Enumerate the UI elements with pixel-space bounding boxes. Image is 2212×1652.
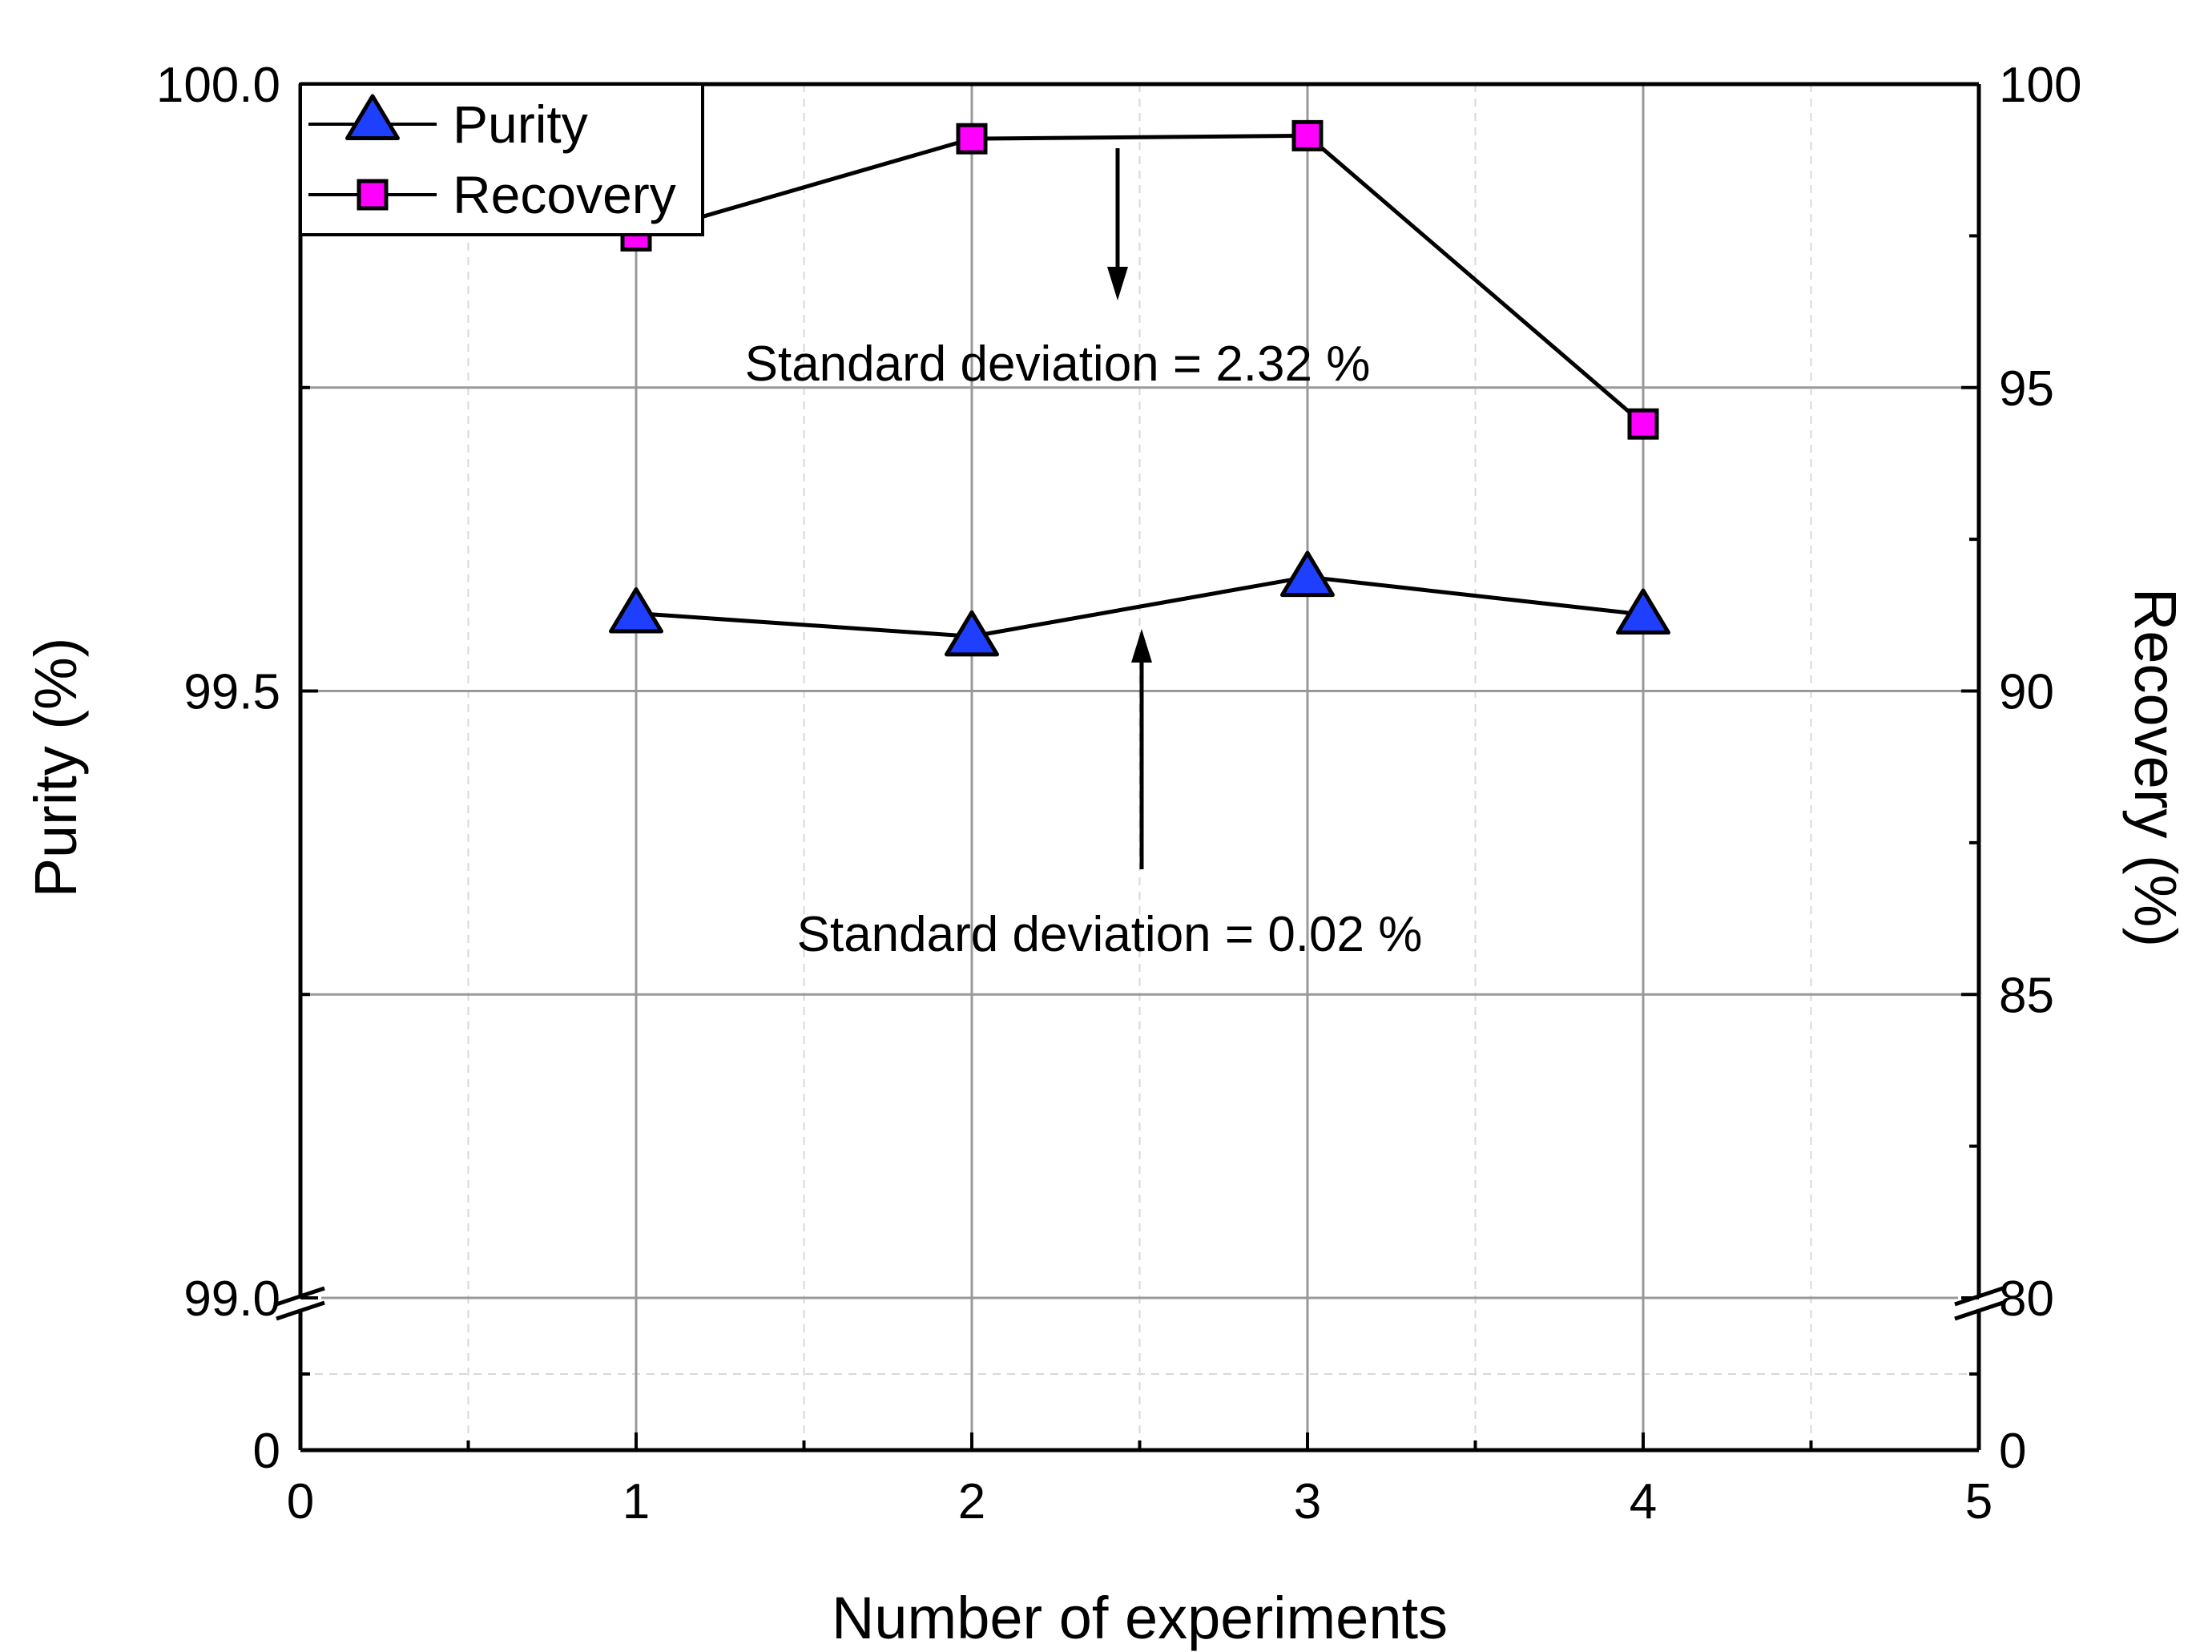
annotations: Standard deviation = 2.32 % Standard dev… <box>745 148 1423 962</box>
x-tick-label: 0 <box>287 1474 314 1529</box>
annotation-recovery-std: Standard deviation = 2.32 % <box>745 336 1371 392</box>
annotation-arrow-recovery-head <box>1107 267 1128 300</box>
y-right-tick-label: 90 <box>1999 665 2054 720</box>
x-tick-label: 4 <box>1630 1474 1657 1529</box>
y-right-tick-label: 0 <box>1999 1424 2026 1479</box>
data-point-recovery <box>1627 408 1659 440</box>
data-point-recovery <box>1291 119 1324 151</box>
legend-purity-marker <box>345 94 400 140</box>
data-point-purity <box>1616 588 1670 635</box>
legend-recovery-marker <box>357 179 389 211</box>
y-right-axis-title: Recovery (%) <box>2122 588 2189 947</box>
y-left-tick-label: 0 <box>253 1424 280 1479</box>
grid <box>300 84 1979 1450</box>
annotation-purity-std: Standard deviation = 0.02 % <box>797 907 1423 962</box>
series-line-purity <box>635 574 1644 639</box>
series-line-recovery <box>635 133 1645 426</box>
y-left-tick-label: 99.0 <box>183 1271 280 1327</box>
y-left-axis-title: Purity (%) <box>22 638 89 898</box>
x-tick-label: 2 <box>958 1474 985 1529</box>
x-tick-label: 1 <box>623 1474 650 1529</box>
data-point-purity <box>1280 550 1335 598</box>
x-tick-label: 3 <box>1294 1474 1321 1529</box>
data-point-recovery <box>956 123 988 155</box>
data-point-purity <box>609 587 663 634</box>
y-right-tick-label: 85 <box>1999 968 2054 1023</box>
legend: Purity Recovery <box>299 83 704 236</box>
axis-break-mark <box>276 1300 325 1321</box>
y-left-tick-label: 99.5 <box>183 665 280 720</box>
axes: 0 1 2 3 4 5 100.0 99.5 99.0 0 100 95 90 85 80 0 Number o… <box>22 58 2189 1651</box>
y-right-tick-label: 80 <box>1999 1271 2054 1327</box>
y-right-tick-label: 100 <box>1999 58 2081 113</box>
x-tick-label: 5 <box>1965 1474 1992 1529</box>
legend-purity-label: Purity <box>453 95 588 154</box>
annotation-arrow-purity-head <box>1131 629 1152 663</box>
y-right-tick-label: 95 <box>1999 361 2054 417</box>
axis-break-mark <box>1954 1300 2004 1321</box>
x-axis-title: Number of experiments <box>832 1585 1448 1651</box>
y-left-tick-label: 100.0 <box>156 58 280 113</box>
legend-recovery-label: Recovery <box>453 165 676 224</box>
data-point-purity <box>945 610 999 657</box>
